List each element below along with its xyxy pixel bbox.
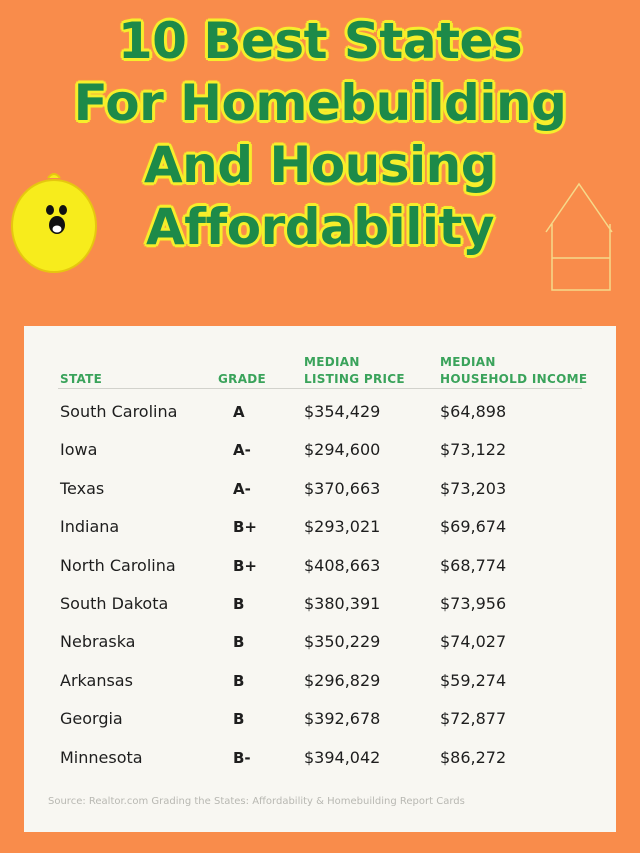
listing-price-cell: $294,600: [304, 440, 381, 460]
household-income-cell: $73,956: [440, 593, 507, 613]
header-divider: [58, 388, 582, 389]
grade-cell: B: [233, 633, 245, 652]
table-row: South Carolina A $354,429 $64,898: [24, 393, 616, 431]
table-row: Texas A- $370,663 $73,203: [24, 470, 616, 508]
state-cell: Arkansas: [60, 670, 133, 690]
grade-cell: B: [233, 594, 245, 613]
household-income-cell: $59,274: [440, 670, 507, 690]
state-cell: South Carolina: [60, 402, 178, 421]
grade-cell: B+: [233, 556, 258, 575]
grade-cell: A-: [233, 479, 251, 498]
table-row: Georgia B $392,678 $72,877: [24, 700, 616, 738]
grade-cell: B: [233, 671, 245, 690]
household-income-cell: $72,877: [440, 709, 507, 729]
table-row: South Dakota B $380,391 $73,956: [24, 585, 616, 623]
lemon-face-icon: [11, 173, 97, 273]
table-row: Indiana B+ $293,021 $69,674: [24, 508, 616, 546]
household-income-cell: $73,122: [440, 440, 507, 460]
listing-price-cell: $370,663: [304, 478, 381, 498]
listing-price-cell: $394,042: [304, 747, 381, 767]
state-cell: South Dakota: [60, 593, 169, 613]
grade-cell: A: [233, 403, 245, 421]
household-income-cell: $74,027: [440, 632, 507, 652]
listing-price-cell: $392,678: [304, 709, 381, 729]
column-header-household-income: MEDIAN HOUSEHOLD INCOME: [440, 355, 588, 386]
table-body: South Carolina A $354,429 $64,898 Iowa A…: [24, 393, 616, 777]
state-cell: North Carolina: [60, 555, 176, 575]
grade-cell: B: [233, 710, 245, 729]
household-income-cell: $73,203: [440, 478, 507, 498]
listing-price-cell: $408,663: [304, 555, 381, 575]
grade-cell: B-: [233, 748, 251, 767]
household-income-cell: $69,674: [440, 517, 507, 537]
state-cell: Iowa: [60, 440, 98, 460]
state-cell: Georgia: [60, 709, 123, 729]
table-row: Iowa A- $294,600 $73,122: [24, 431, 616, 469]
title-line-4: Affordability: [146, 198, 494, 256]
household-income-cell: $68,774: [440, 555, 507, 575]
listing-price-cell: $296,829: [304, 670, 381, 690]
table-header: STATE GRADE MEDIAN LISTING PRICE MEDIAN …: [24, 348, 616, 388]
listing-price-cell: $293,021: [304, 517, 381, 537]
listing-price-cell: $354,429: [304, 402, 381, 421]
grade-cell: A-: [233, 441, 251, 460]
state-cell: Indiana: [60, 517, 120, 537]
title-line-1: 10 Best States: [117, 12, 523, 70]
column-header-listing-price: MEDIAN LISTING PRICE: [304, 355, 405, 386]
title-line-2: For Homebuilding: [73, 74, 567, 132]
page-title: 10 Best States For Homebuilding And Hous…: [0, 10, 640, 258]
title-line-3: And Housing: [143, 136, 497, 194]
table-row: North Carolina B+ $408,663 $68,774: [24, 547, 616, 585]
column-header-state: STATE: [60, 372, 103, 386]
source-citation: Source: Realtor.com Grading the States: …: [48, 796, 465, 807]
listing-price-cell: $350,229: [304, 632, 381, 652]
column-header-grade: GRADE: [218, 372, 267, 386]
listing-price-cell: $380,391: [304, 593, 381, 613]
household-income-cell: $64,898: [440, 402, 507, 421]
state-cell: Nebraska: [60, 632, 136, 652]
table-row: Minnesota B- $394,042 $86,272: [24, 739, 616, 777]
house-outline-icon: [545, 182, 613, 291]
grade-cell: B+: [233, 518, 258, 537]
household-income-cell: $86,272: [440, 747, 507, 767]
table-row: Nebraska B $350,229 $74,027: [24, 623, 616, 661]
table-row: Arkansas B $296,829 $59,274: [24, 662, 616, 700]
state-cell: Minnesota: [60, 747, 143, 767]
state-cell: Texas: [60, 478, 105, 498]
affordability-table-card: STATE GRADE MEDIAN LISTING PRICE MEDIAN …: [24, 326, 616, 832]
